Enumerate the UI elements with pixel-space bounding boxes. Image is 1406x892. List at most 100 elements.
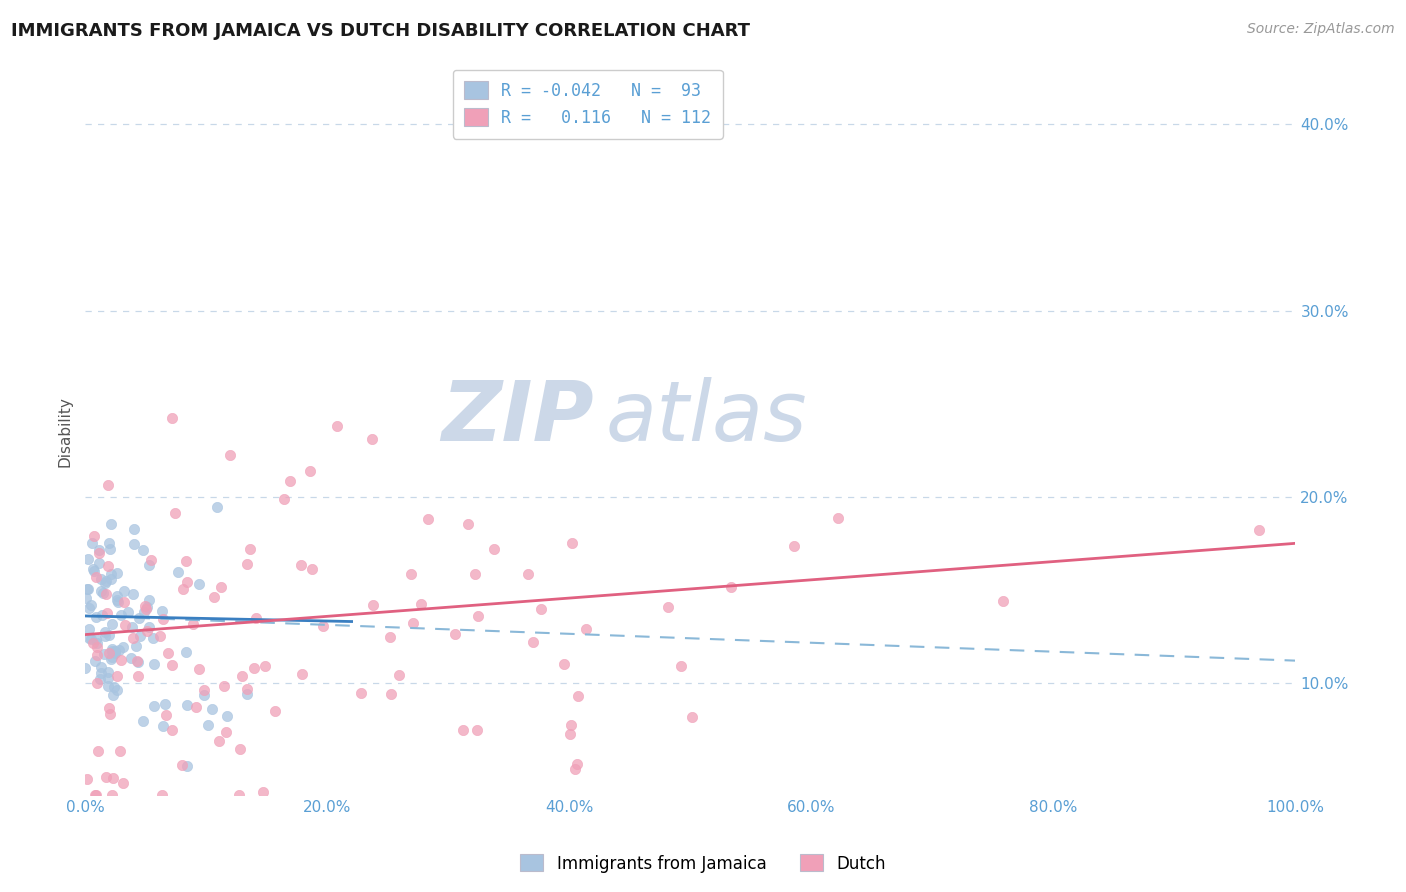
Point xyxy=(215,725,238,739)
Point xyxy=(138,558,160,573)
Point xyxy=(105,683,128,698)
Point xyxy=(83,565,105,579)
Point xyxy=(565,757,588,772)
Point xyxy=(399,566,422,581)
Point xyxy=(467,609,489,624)
Point xyxy=(96,607,118,621)
Point xyxy=(112,595,135,609)
Point xyxy=(201,701,224,715)
Point xyxy=(138,620,160,634)
Point xyxy=(243,661,266,675)
Text: ZIP: ZIP xyxy=(441,376,593,458)
Point xyxy=(82,635,104,649)
Point xyxy=(231,669,253,683)
Point xyxy=(105,589,128,603)
Point xyxy=(91,586,114,600)
Point xyxy=(681,710,703,724)
Point xyxy=(76,772,98,786)
Point xyxy=(112,640,135,655)
Point xyxy=(127,653,149,667)
Point xyxy=(350,686,373,700)
Point xyxy=(575,622,598,636)
Point xyxy=(108,642,131,657)
Point xyxy=(75,661,97,675)
Point xyxy=(101,771,124,785)
Point xyxy=(783,539,806,553)
Point xyxy=(80,598,103,612)
Point xyxy=(79,622,101,636)
Point xyxy=(160,657,183,672)
Point xyxy=(100,517,122,532)
Point xyxy=(176,575,198,590)
Point xyxy=(100,567,122,582)
Point xyxy=(107,595,129,609)
Point xyxy=(94,629,117,643)
Point xyxy=(94,624,117,639)
Point xyxy=(87,744,110,758)
Point xyxy=(176,759,198,773)
Point xyxy=(451,723,474,737)
Point xyxy=(312,619,335,633)
Point xyxy=(87,546,110,560)
Point xyxy=(76,582,98,597)
Point xyxy=(155,708,177,723)
Point xyxy=(94,574,117,588)
Point xyxy=(84,654,107,668)
Point xyxy=(291,667,314,681)
Point xyxy=(139,553,162,567)
Point xyxy=(90,660,112,674)
Point xyxy=(121,620,143,634)
Point xyxy=(193,682,215,697)
Point xyxy=(263,704,285,718)
Point xyxy=(360,433,382,447)
Point xyxy=(361,598,384,612)
Point xyxy=(112,776,135,790)
Point xyxy=(98,701,121,715)
Point xyxy=(134,605,156,619)
Point xyxy=(720,580,742,594)
Point xyxy=(388,667,411,681)
Point xyxy=(176,554,198,568)
Point xyxy=(236,557,259,571)
Point xyxy=(84,788,107,802)
Point xyxy=(530,602,553,616)
Point xyxy=(290,558,312,572)
Point xyxy=(128,611,150,625)
Point xyxy=(212,679,235,693)
Point xyxy=(90,572,112,586)
Point xyxy=(522,634,544,648)
Point xyxy=(564,762,586,776)
Point xyxy=(187,662,209,676)
Point xyxy=(157,646,180,660)
Legend: R = -0.042   N =  93, R =   0.116   N = 112: R = -0.042 N = 93, R = 0.116 N = 112 xyxy=(453,70,723,138)
Point xyxy=(209,580,232,594)
Point xyxy=(1249,523,1271,537)
Point xyxy=(993,594,1015,608)
Text: Source: ZipAtlas.com: Source: ZipAtlas.com xyxy=(1247,22,1395,37)
Point xyxy=(100,651,122,665)
Point xyxy=(219,449,242,463)
Point xyxy=(671,659,693,673)
Point xyxy=(138,592,160,607)
Point xyxy=(131,714,153,728)
Point xyxy=(418,512,440,526)
Point xyxy=(567,689,589,703)
Point xyxy=(560,717,582,731)
Point xyxy=(101,650,124,665)
Point xyxy=(128,630,150,644)
Point xyxy=(86,640,108,654)
Point xyxy=(301,562,323,576)
Point xyxy=(105,593,128,607)
Point xyxy=(127,669,149,683)
Point xyxy=(96,770,118,784)
Point xyxy=(142,657,165,671)
Point xyxy=(134,599,156,614)
Point xyxy=(229,742,252,756)
Point xyxy=(170,758,193,772)
Point xyxy=(122,522,145,536)
Point xyxy=(100,572,122,586)
Point xyxy=(172,582,194,596)
Point xyxy=(152,788,174,802)
Point xyxy=(122,537,145,551)
Point xyxy=(457,517,479,532)
